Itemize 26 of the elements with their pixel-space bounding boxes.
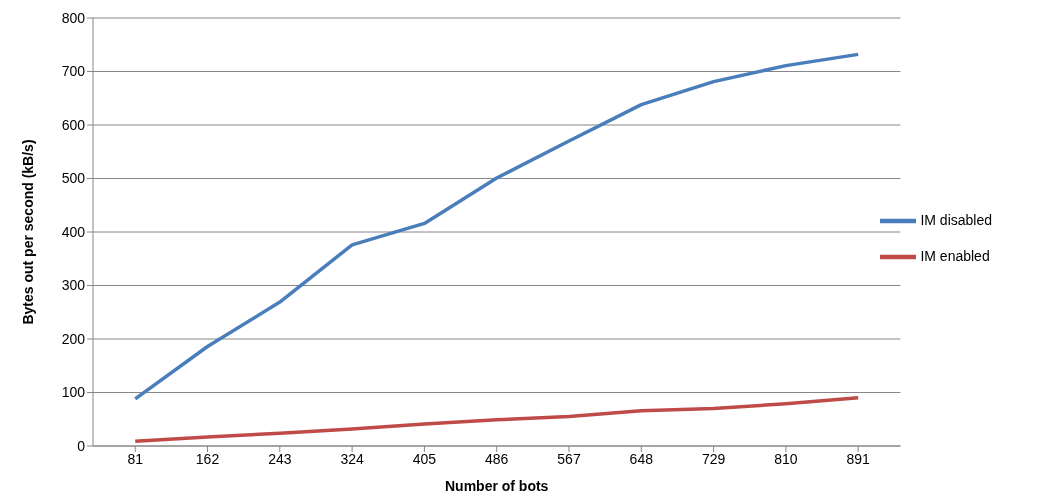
x-tick-label: 729 <box>701 450 726 467</box>
y-tick-label: 500 <box>61 170 86 187</box>
line-series <box>133 396 860 443</box>
legend-label: IM disabled <box>920 212 992 229</box>
x-tick-label: 891 <box>846 450 871 467</box>
x-tick-label: 810 <box>774 450 798 467</box>
y-tick-label: 300 <box>61 277 86 294</box>
y-tick-label: 400 <box>61 223 86 240</box>
y-tick-label: 0 <box>77 437 86 454</box>
x-tick-label: 81 <box>127 450 144 467</box>
y-tick-label: 600 <box>61 116 86 133</box>
x-tick-label: 405 <box>412 450 437 467</box>
x-tick-label: 162 <box>195 450 220 467</box>
y-tick-label: 100 <box>61 384 86 401</box>
y-tick-label: 200 <box>61 330 86 347</box>
y-axis-title: Bytes out per second (kB/s) <box>19 139 36 325</box>
legend-label: IM enabled <box>920 248 990 265</box>
y-tick-label: 700 <box>61 63 86 80</box>
x-tick-label: 324 <box>340 450 365 467</box>
y-tick-label: 800 <box>61 9 86 26</box>
x-tick-label: 486 <box>485 450 509 467</box>
x-tick-label: 243 <box>268 450 292 467</box>
x-tick-label: 648 <box>629 450 654 467</box>
line-series <box>133 52 860 401</box>
x-axis-title: Number of bots <box>444 478 549 494</box>
x-tick-label: 567 <box>557 450 581 467</box>
